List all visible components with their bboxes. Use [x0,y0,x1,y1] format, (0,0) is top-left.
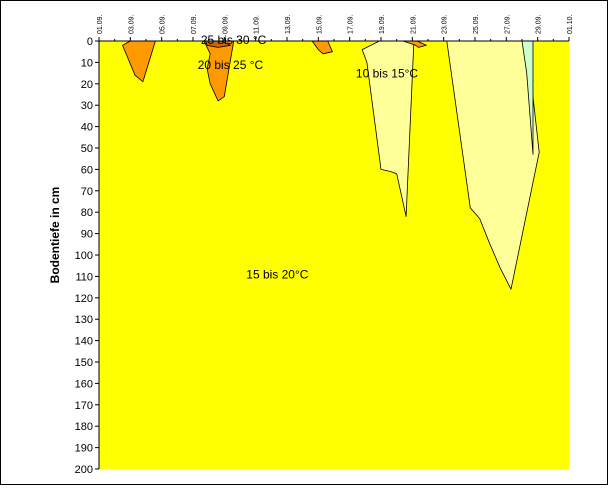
x-tick-label: 27.09. [504,14,511,34]
y-tick-label: 200 [75,464,93,476]
y-tick-label: 190 [75,443,93,455]
x-tick-label: 15.09. [316,14,323,34]
x-tick-label: 01.10. [567,14,574,34]
zone-label: 15 bis 20°C [246,268,309,282]
y-tick-label: 40 [81,122,93,134]
zone-label: 25 bis 30 °C [201,33,267,47]
y-tick-label: 70 [81,186,93,198]
zone-label: 20 bis 25 °C [198,58,264,72]
y-tick-label: 180 [75,421,93,433]
y-tick-label: 0 [87,36,93,48]
y-tick-label: 30 [81,100,93,112]
zone-layer [122,40,540,290]
y-tick-label: 110 [75,271,93,283]
y-tick-label: 150 [75,357,93,369]
y-tick-label: 50 [81,143,93,155]
y-axis-title: Bodentiefe in cm [48,187,62,284]
x-axis: 01.09. 03.09. 05.09. 07.09. 09.09. 11.09. 13.0… [97,14,574,42]
zone-area-0 [333,40,415,217]
x-tick-label: 07.09. [191,14,198,34]
x-tick-label: 09.09. [222,14,229,34]
x-tick-label: 25.09. [473,14,480,34]
x-tick-label: 01.09. [97,14,104,34]
x-tick-label: 23.09. [442,14,449,34]
y-tick-label: 90 [81,229,93,241]
x-tick-label: 13.09. [285,14,292,34]
y-tick-label: 60 [81,164,93,176]
y-tick-label: 20 [81,79,93,91]
x-tick-label: 11.09. [254,15,261,34]
x-tick-label: 29.09. [536,14,543,34]
zone-label-layer: 25 bis 30 °C 20 bis 25 °C 10 bis 15°C 15 bi… [198,33,419,281]
y-tick-label: 140 [75,336,93,348]
y-tick-label: 130 [75,314,93,326]
y-tick-label: 170 [75,400,93,412]
y-tick-label: 80 [81,207,93,219]
zone-label: 10 bis 15°C [356,66,419,80]
y-tick-label: 100 [75,250,93,262]
y-tick-label: 160 [75,378,93,390]
zone-area-2 [203,40,235,102]
y-axis: 0 10 20 30 40 50 60 70 80 90 100 110 120 130 140 150 160… [75,36,100,476]
x-tick-label: 03.09. [128,14,135,34]
y-tick-label: 120 [75,293,93,305]
x-tick-label: 21.09. [410,14,417,34]
y-tick-label: 10 [81,57,93,69]
x-tick-label: 17.09. [348,14,355,34]
x-tick-label: 05.09. [160,14,167,34]
x-tick-label: 19.09. [379,14,386,34]
